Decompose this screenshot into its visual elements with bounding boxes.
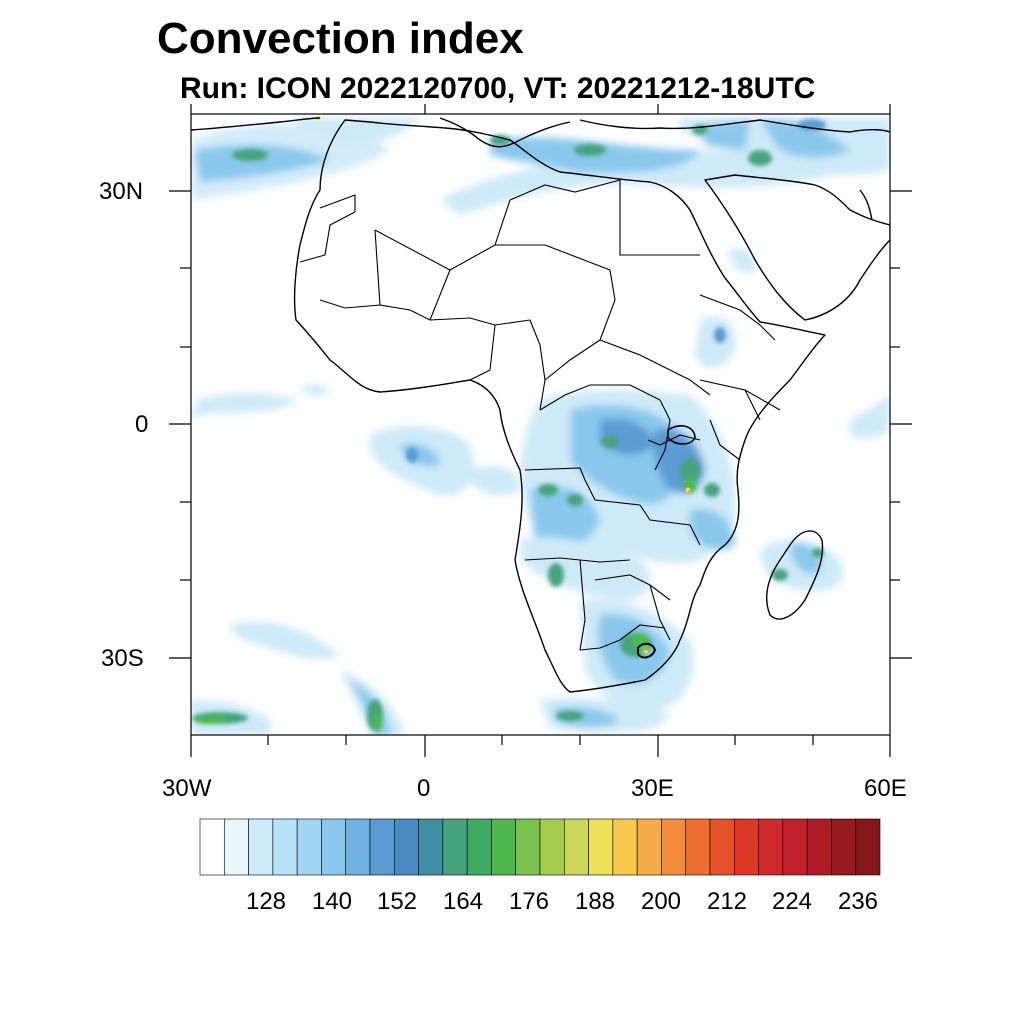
colorbar-swatch <box>612 818 638 876</box>
colorbar-swatch <box>733 818 759 876</box>
lon-label-30e: 30E <box>631 775 674 802</box>
colorbar-swatch <box>369 818 395 876</box>
lesotho-outline <box>637 642 657 659</box>
lake-victoria-outline <box>667 425 696 445</box>
colorbar-label: 128 <box>245 888 287 915</box>
lat-label-30s: 30S <box>101 645 144 672</box>
colorbar-swatch <box>806 818 832 876</box>
colorbar-label: 224 <box>771 888 813 915</box>
map-title: Convection index <box>157 14 524 63</box>
colorbar-swatch <box>491 818 517 876</box>
colorbar-swatch <box>296 818 322 876</box>
lat-label-30n: 30N <box>99 178 144 205</box>
lon-label-0: 0 <box>417 775 431 802</box>
country-borders <box>299 179 781 651</box>
coastlines <box>191 117 890 693</box>
colorbar-label: 140 <box>311 888 353 915</box>
colorbar-swatch <box>588 818 614 876</box>
lon-label-60e: 60E <box>864 775 907 802</box>
tick-marks <box>169 104 912 757</box>
colorbar-swatch <box>321 818 347 876</box>
colorbar-swatch <box>345 818 371 876</box>
colorbar-label: 152 <box>376 888 418 915</box>
colorbar-swatch <box>223 818 249 876</box>
colorbar-swatch <box>855 818 881 876</box>
colorbar-label: 188 <box>574 888 616 915</box>
colorbar-label: 212 <box>706 888 748 915</box>
colorbar-swatch <box>782 818 808 876</box>
lat-label-0: 0 <box>135 411 149 438</box>
colorbar-swatch <box>515 818 541 876</box>
colorbar-swatch <box>709 818 735 876</box>
lon-label-30w: 30W <box>162 775 212 802</box>
colorbar-swatch <box>563 818 589 876</box>
colorbar-label: 164 <box>442 888 484 915</box>
colorbar-swatch <box>661 818 687 876</box>
colorbar-swatch <box>393 818 419 876</box>
colorbar-swatch <box>636 818 662 876</box>
colorbar-swatch <box>831 818 857 876</box>
colorbar-label: 236 <box>837 888 879 915</box>
colorbar-label: 200 <box>640 888 682 915</box>
colorbar-swatch <box>758 818 784 876</box>
colorbar-swatch <box>539 818 565 876</box>
convection-shading <box>191 116 890 735</box>
colorbar-swatch <box>466 818 492 876</box>
colorbar <box>199 818 881 876</box>
colorbar-swatch <box>248 818 274 876</box>
colorbar-swatch <box>418 818 444 876</box>
map-subtitle: Run: ICON 2022120700, VT: 20221212-18UTC <box>180 72 816 105</box>
colorbar-swatch <box>442 818 468 876</box>
colorbar-swatch <box>272 818 298 876</box>
colorbar-label: 176 <box>508 888 550 915</box>
colorbar-swatch <box>685 818 711 876</box>
colorbar-swatch <box>199 818 225 876</box>
